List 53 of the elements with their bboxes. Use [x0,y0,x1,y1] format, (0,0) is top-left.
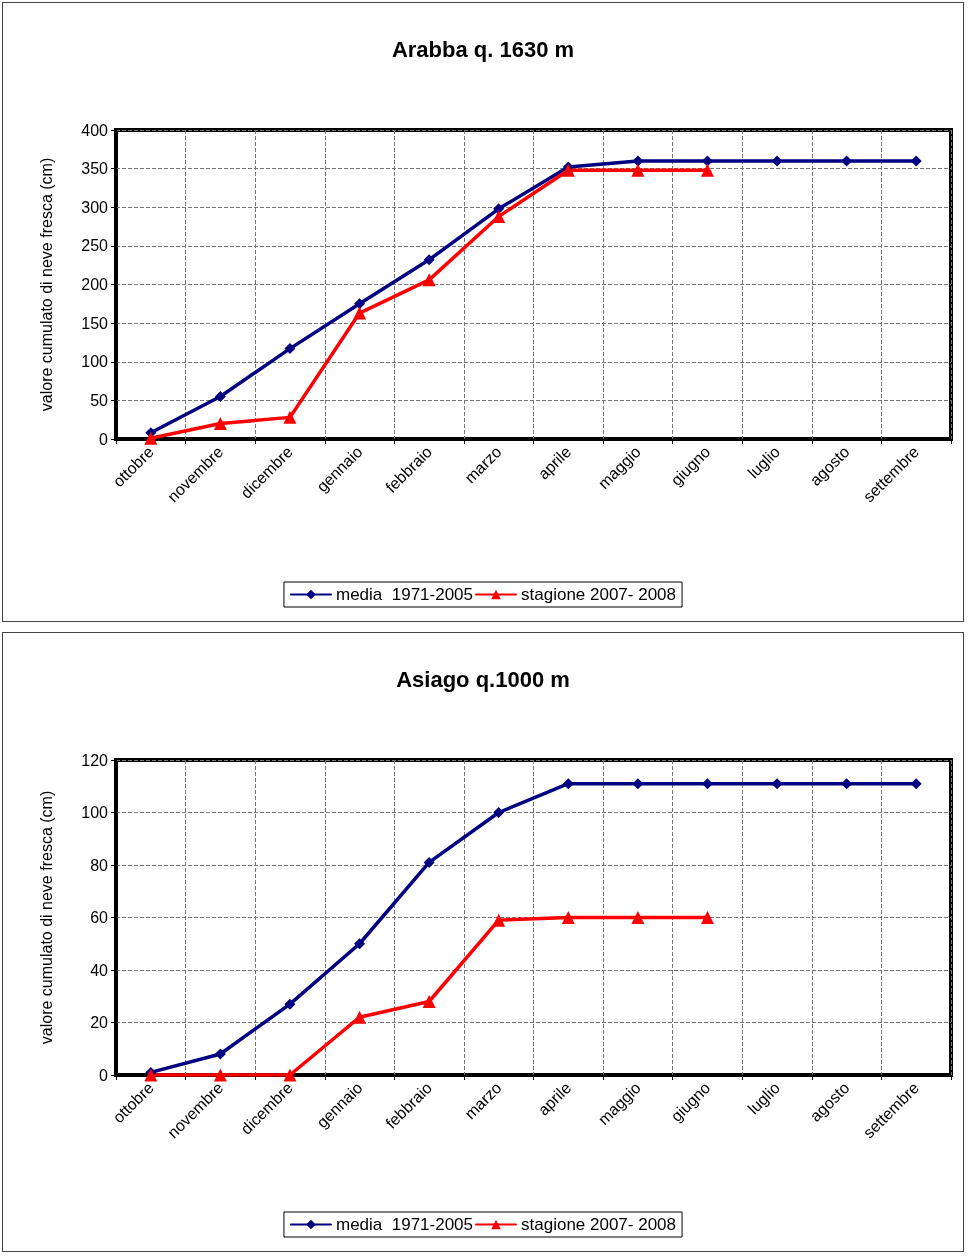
point [144,1068,158,1082]
y-tick-label: 350 [81,160,109,178]
y-axis-title: valore cumulato di neve fresca (cm) [37,790,55,1045]
y-tick-label: 200 [81,276,109,293]
y-tick-label: 0 [99,1066,109,1084]
point [283,410,297,424]
y-tick-label: 300 [81,198,109,216]
point [284,998,296,1010]
y-tick-label: 0 [99,430,109,448]
y-tick-label: 20 [90,1014,109,1031]
point [631,163,645,177]
point [283,1068,297,1082]
point [213,417,227,431]
point [631,911,645,924]
point [214,1048,226,1060]
point [422,995,436,1008]
point [423,856,435,868]
point [354,298,366,310]
legend-label: stagione 2007- 2008 [521,1215,677,1234]
chart-title: Arabba q. 1630 m [391,36,575,62]
y-axis-title: valore cumulato di neve fresca (cm) [37,157,55,412]
point [422,273,436,287]
point [561,911,575,924]
point [771,155,783,167]
point [423,254,435,266]
legend-label: media 1971-2005 [335,1215,474,1234]
y-tick-label: 40 [90,961,109,979]
legend-label: stagione 2007- 2008 [521,585,677,604]
point [492,210,506,224]
point [492,913,506,927]
point [354,938,366,950]
point [353,306,367,320]
y-tick-label: 60 [90,909,109,926]
point [493,807,505,818]
y-tick-label: 100 [81,353,109,371]
y-tick-label: 120 [81,751,109,769]
legend-label: media 1971-2005 [335,585,474,604]
point [562,778,574,790]
point [284,343,296,355]
chart-title: Asiago q.1000 m [396,666,570,692]
point [353,1010,367,1024]
point [561,163,575,177]
y-tick-label: 250 [81,237,109,255]
y-tick-label: 400 [81,121,109,139]
point [213,1068,227,1082]
y-tick-label: 150 [81,314,109,332]
y-tick-label: 100 [81,804,109,821]
point [144,431,158,445]
y-tick-label: 50 [90,391,109,409]
point [700,163,714,177]
point [214,391,226,403]
y-tick-label: 80 [90,856,109,874]
point [700,911,714,924]
